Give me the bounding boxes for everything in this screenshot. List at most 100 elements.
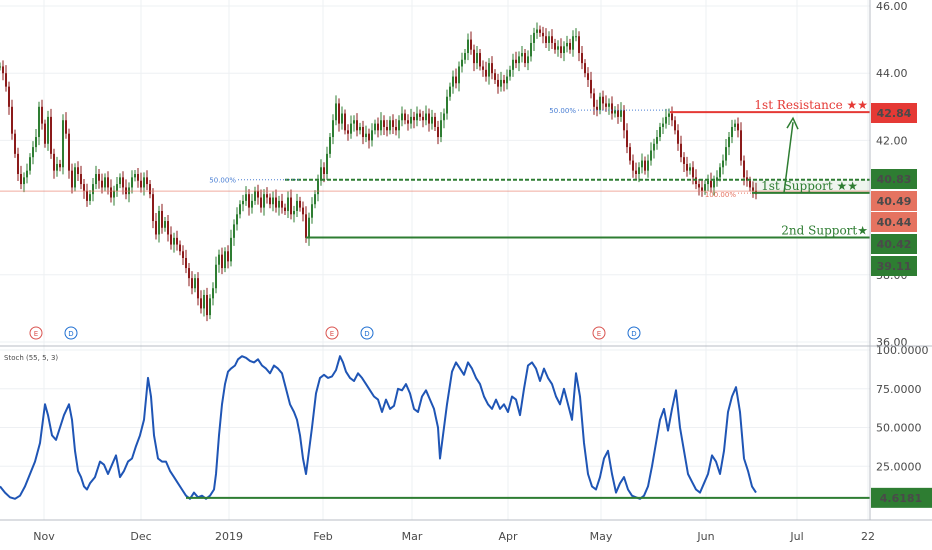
- candle-body[interactable]: [452, 76, 454, 87]
- candle-body[interactable]: [641, 160, 643, 168]
- candle-body[interactable]: [272, 197, 274, 205]
- candle-body[interactable]: [227, 251, 229, 262]
- candle-body[interactable]: [56, 163, 58, 171]
- candle-body[interactable]: [386, 126, 388, 131]
- candle-body[interactable]: [461, 59, 463, 67]
- candle-body[interactable]: [41, 106, 43, 124]
- candle-body[interactable]: [719, 167, 721, 178]
- event-marker-circle[interactable]: [29, 326, 43, 340]
- candle-body[interactable]: [443, 113, 445, 121]
- candle-body[interactable]: [407, 120, 409, 124]
- candle-body[interactable]: [503, 79, 505, 84]
- candle-body[interactable]: [164, 221, 166, 228]
- candle-body[interactable]: [455, 76, 457, 84]
- candle-body[interactable]: [80, 174, 82, 185]
- candle-body[interactable]: [566, 42, 568, 47]
- candle-body[interactable]: [722, 160, 724, 168]
- candle-body[interactable]: [140, 180, 142, 188]
- candle-body[interactable]: [494, 73, 496, 80]
- candle-body[interactable]: [101, 180, 103, 188]
- candle-body[interactable]: [353, 120, 355, 124]
- candle-body[interactable]: [551, 36, 553, 43]
- candle-body[interactable]: [191, 278, 193, 289]
- candle-body[interactable]: [254, 190, 256, 201]
- candle-body[interactable]: [326, 153, 328, 174]
- candle-body[interactable]: [644, 160, 646, 171]
- candle-body[interactable]: [221, 254, 223, 269]
- candle-body[interactable]: [104, 177, 106, 188]
- candle-body[interactable]: [218, 254, 220, 265]
- candle-body[interactable]: [752, 187, 754, 191]
- candle-body[interactable]: [146, 177, 148, 185]
- candle-body[interactable]: [539, 29, 541, 33]
- candle-body[interactable]: [251, 200, 253, 208]
- candle-body[interactable]: [242, 200, 244, 205]
- candle-body[interactable]: [590, 79, 592, 94]
- candle-body[interactable]: [545, 36, 547, 43]
- candle-body[interactable]: [743, 160, 745, 178]
- candle-body[interactable]: [260, 197, 262, 208]
- candle-body[interactable]: [215, 264, 217, 289]
- candle-body[interactable]: [53, 153, 55, 171]
- candle-body[interactable]: [89, 194, 91, 201]
- candle-body[interactable]: [317, 180, 319, 195]
- candle-body[interactable]: [86, 190, 88, 201]
- candle-body[interactable]: [131, 177, 133, 188]
- candle-body[interactable]: [23, 177, 25, 185]
- candle-body[interactable]: [536, 29, 538, 33]
- candle-body[interactable]: [320, 167, 322, 181]
- candle-body[interactable]: [578, 36, 580, 54]
- candle-body[interactable]: [401, 113, 403, 121]
- candle-body[interactable]: [662, 123, 664, 127]
- candle-body[interactable]: [50, 116, 52, 154]
- candle-body[interactable]: [542, 32, 544, 37]
- candle-body[interactable]: [290, 197, 292, 215]
- candle-body[interactable]: [389, 120, 391, 131]
- candle-body[interactable]: [323, 167, 325, 174]
- candle-body[interactable]: [554, 42, 556, 50]
- candle-body[interactable]: [0, 66, 1, 68]
- candle-body[interactable]: [650, 150, 652, 161]
- candle-body[interactable]: [71, 170, 73, 188]
- candle-body[interactable]: [725, 147, 727, 161]
- candle-body[interactable]: [479, 53, 481, 67]
- candle-body[interactable]: [110, 187, 112, 198]
- event-marker-circle[interactable]: [325, 326, 339, 340]
- candle-body[interactable]: [356, 120, 358, 131]
- candle-body[interactable]: [92, 184, 94, 195]
- candle-body[interactable]: [659, 126, 661, 138]
- candle-body[interactable]: [581, 53, 583, 64]
- candle-body[interactable]: [413, 116, 415, 121]
- candle-body[interactable]: [74, 167, 76, 188]
- candle-body[interactable]: [593, 93, 595, 107]
- candle-body[interactable]: [668, 113, 670, 117]
- candle-body[interactable]: [134, 174, 136, 178]
- candle-body[interactable]: [236, 214, 238, 225]
- candle-body[interactable]: [380, 120, 382, 131]
- candle-body[interactable]: [371, 130, 373, 141]
- candle-body[interactable]: [425, 113, 427, 121]
- candle-body[interactable]: [440, 120, 442, 138]
- candle-body[interactable]: [368, 133, 370, 141]
- candle-body[interactable]: [20, 174, 22, 185]
- candle-body[interactable]: [734, 123, 736, 127]
- candle-body[interactable]: [458, 66, 460, 84]
- candle-body[interactable]: [686, 163, 688, 171]
- stoch-line[interactable]: [0, 355, 757, 500]
- candle-body[interactable]: [167, 221, 169, 235]
- candle-body[interactable]: [698, 184, 700, 188]
- candle-body[interactable]: [563, 46, 565, 54]
- candle-body[interactable]: [314, 194, 316, 205]
- candle-body[interactable]: [332, 120, 334, 138]
- candle-body[interactable]: [701, 187, 703, 191]
- candle-body[interactable]: [122, 177, 124, 188]
- candle-body[interactable]: [26, 170, 28, 178]
- candle-body[interactable]: [491, 63, 493, 74]
- candle-body[interactable]: [5, 73, 7, 87]
- candle-body[interactable]: [434, 116, 436, 127]
- candle-body[interactable]: [281, 200, 283, 208]
- candle-body[interactable]: [587, 73, 589, 80]
- candle-body[interactable]: [2, 66, 4, 74]
- candle-body[interactable]: [98, 174, 100, 181]
- candle-body[interactable]: [152, 194, 154, 222]
